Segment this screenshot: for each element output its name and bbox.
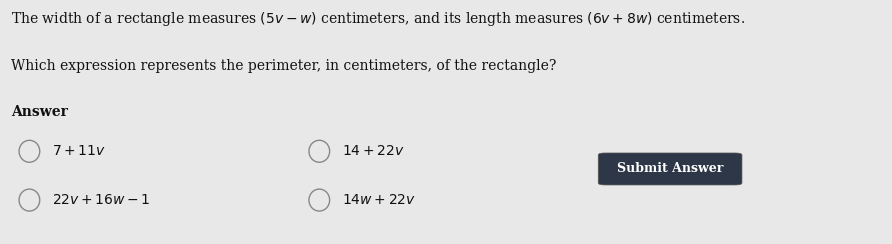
Text: $22v + 16w - 1$: $22v + 16w - 1$ — [53, 193, 151, 207]
Text: $14 + 22v$: $14 + 22v$ — [343, 144, 405, 158]
Text: Which expression represents the perimeter, in centimeters, of the rectangle?: Which expression represents the perimete… — [11, 59, 557, 72]
FancyBboxPatch shape — [599, 153, 742, 185]
Text: The width of a rectangle measures $(5v - w)$ centimeters, and its length measure: The width of a rectangle measures $(5v -… — [11, 10, 745, 28]
Text: $7 + 11v$: $7 + 11v$ — [53, 144, 106, 158]
Text: $14w + 22v$: $14w + 22v$ — [343, 193, 417, 207]
Text: Answer: Answer — [11, 105, 68, 119]
Text: Submit Answer: Submit Answer — [617, 163, 723, 175]
